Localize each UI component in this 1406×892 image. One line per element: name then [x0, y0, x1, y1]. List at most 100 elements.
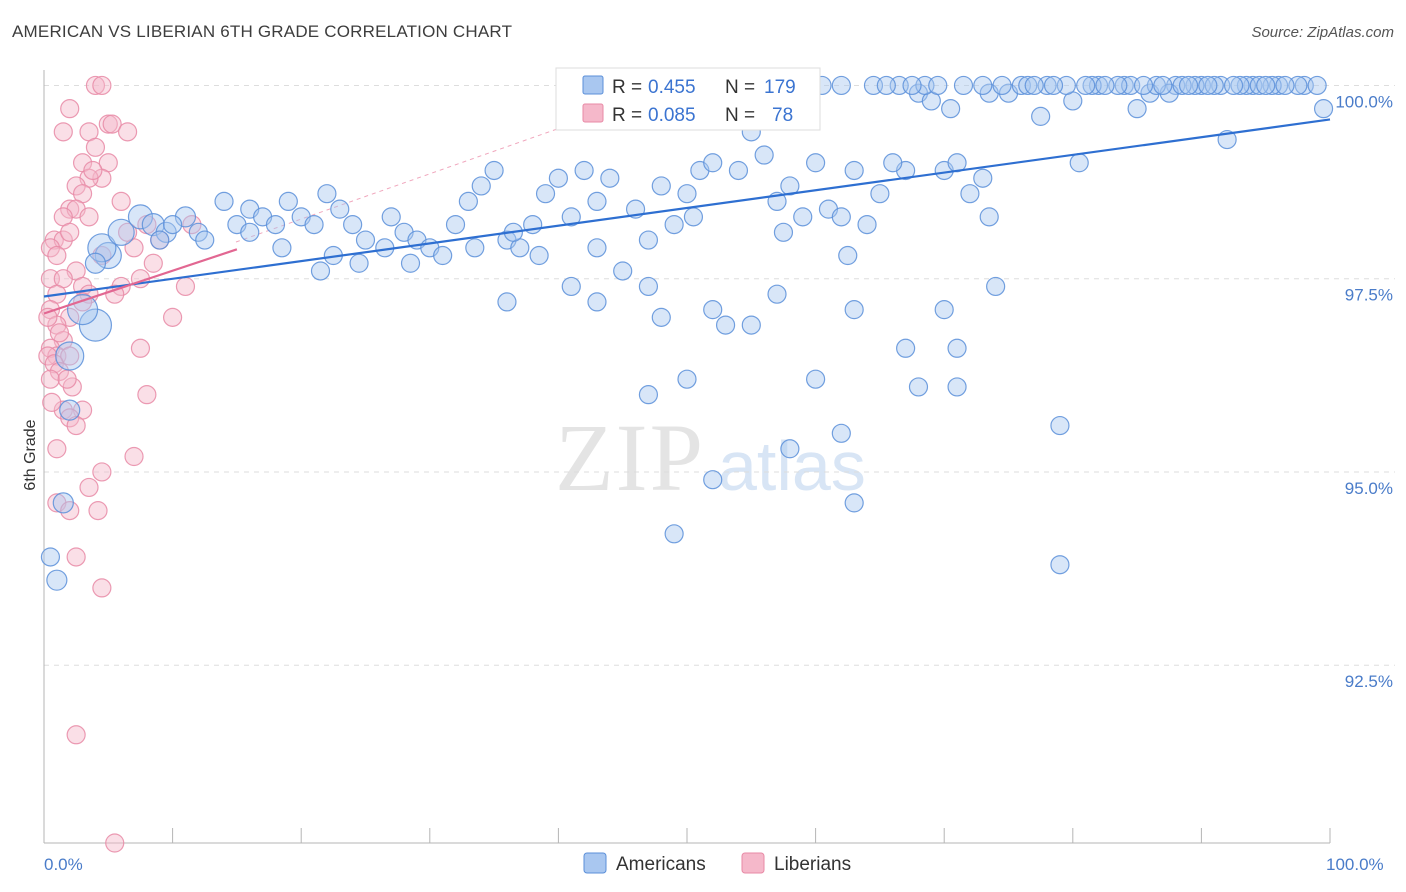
legend-r-value-americans: 0.455: [648, 77, 696, 98]
americans-point: [973, 168, 993, 188]
americans-point: [548, 168, 569, 188]
x-tick-label-min: 0.0%: [44, 855, 83, 874]
americans-point: [651, 307, 671, 327]
liberians-point: [92, 75, 112, 96]
americans-point: [1031, 106, 1051, 126]
liberians-points: [38, 75, 202, 853]
americans-point: [484, 160, 504, 181]
liberians-point: [163, 307, 183, 327]
liberians-point: [124, 446, 144, 467]
americans-point: [188, 222, 208, 242]
americans-point: [1256, 75, 1276, 96]
americans-point: [150, 230, 170, 250]
americans-point: [703, 153, 723, 173]
americans-point: [953, 75, 974, 96]
liberians-point: [66, 176, 86, 196]
x-axis-ticks: [43, 828, 1331, 843]
americans-point: [1050, 555, 1070, 575]
liberians-point: [143, 253, 163, 273]
liberians-point: [49, 323, 70, 343]
americans-point: [941, 99, 961, 119]
liberians-trend-line: [43, 248, 238, 315]
americans-point: [651, 176, 671, 196]
americans-point: [84, 252, 107, 274]
americans-point: [773, 222, 794, 242]
x-tick-label-max: 100.0%: [1326, 855, 1384, 874]
americans-point: [664, 215, 684, 235]
legend-r-label-liberians: R =: [612, 105, 642, 126]
americans-point: [587, 191, 607, 212]
liberians-point: [130, 338, 151, 358]
liberians-point: [117, 222, 138, 242]
chart-title: AMERICAN VS LIBERIAN 6TH GRADE CORRELATI…: [12, 22, 513, 41]
americans-point: [561, 207, 581, 227]
americans-point: [141, 213, 165, 237]
liberians-point: [85, 137, 106, 157]
liberians-point: [175, 276, 196, 297]
americans-point: [1178, 75, 1199, 96]
liberians-point: [38, 346, 58, 366]
liberians-point: [83, 160, 103, 181]
americans-point: [1024, 75, 1044, 96]
liberians-point: [85, 75, 106, 96]
americans-point: [780, 176, 800, 196]
americans-point: [471, 176, 491, 196]
liberians-point: [60, 222, 80, 242]
americans-point: [979, 207, 999, 227]
legend-r-label-americans: R =: [612, 77, 642, 98]
liberians-point: [66, 415, 86, 436]
americans-point: [986, 276, 1006, 297]
americans-point: [265, 215, 286, 235]
americans-point: [780, 439, 800, 459]
bottom-legend-liberians: Liberians: [774, 854, 851, 875]
liberians-point: [57, 369, 77, 389]
americans-point: [831, 75, 851, 96]
americans-point: [433, 245, 453, 266]
americans-point: [272, 238, 292, 258]
liberians-point: [60, 99, 80, 119]
americans-point: [838, 245, 858, 266]
liberians-point: [111, 191, 131, 212]
americans-point: [349, 253, 369, 273]
americans-point: [1153, 75, 1173, 96]
americans-point: [715, 315, 736, 335]
americans-point: [844, 300, 864, 320]
gridlines: [44, 84, 1395, 666]
correlation-legend: R = 0.455 N = 179 R = 0.085 N = 78: [555, 67, 821, 131]
legend-r-value-liberians: 0.085: [648, 105, 696, 126]
source-label: Source: ZipAtlas.com: [1251, 24, 1394, 41]
americans-point: [741, 315, 761, 335]
americans-point: [1249, 75, 1269, 96]
americans-point: [78, 308, 113, 342]
americans-point: [844, 493, 864, 513]
legend-swatch-americans: [582, 75, 604, 95]
americans-point: [1069, 153, 1089, 173]
americans-point: [728, 160, 749, 181]
americans-point: [1313, 99, 1334, 119]
americans-point: [613, 261, 633, 281]
americans-point: [767, 284, 787, 304]
americans-point: [908, 377, 929, 397]
liberians-point: [40, 338, 61, 358]
americans-point: [278, 191, 298, 212]
liberians-point: [137, 385, 157, 405]
liberians-point: [60, 346, 80, 366]
americans-point: [703, 470, 723, 490]
americans-point: [214, 191, 234, 212]
americans-point: [960, 184, 980, 204]
americans-point: [1230, 75, 1250, 96]
bottom-legend-swatch-americans: [583, 852, 607, 874]
americans-point: [992, 75, 1012, 96]
americans-point: [793, 207, 813, 227]
liberians-point: [40, 238, 61, 258]
americans-point: [1172, 75, 1192, 96]
americans-point: [638, 276, 659, 297]
legend-n-label-americans: N =: [725, 77, 755, 98]
y-tick-labels: 92.5% 95.0% 97.5% 100.0%: [1335, 92, 1393, 691]
americans-point: [664, 524, 684, 544]
americans-point: [330, 199, 350, 219]
americans-point: [1223, 75, 1244, 96]
y-tick-label: 97.5%: [1345, 286, 1393, 305]
americans-point: [59, 399, 81, 421]
americans-point: [1127, 99, 1147, 119]
